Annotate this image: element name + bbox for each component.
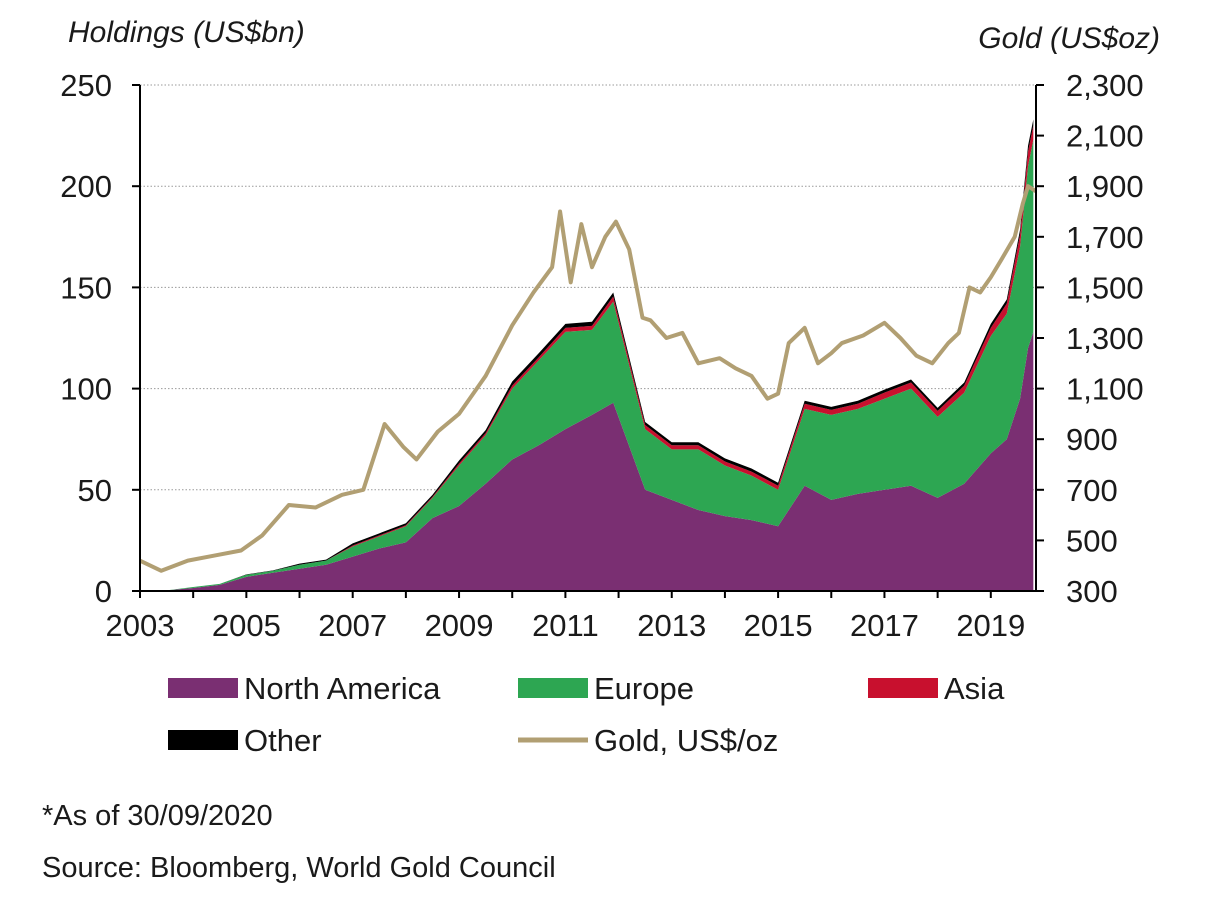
x-tick-label: 2009 xyxy=(425,608,494,643)
area-north-america xyxy=(140,331,1034,591)
gold-price-line xyxy=(139,184,1038,573)
right-tick-label: 1,500 xyxy=(1066,270,1144,305)
legend-label: North America xyxy=(244,671,441,706)
right-tick-label: 700 xyxy=(1066,473,1118,508)
x-tick-label: 2013 xyxy=(637,608,706,643)
left-tick-label: 200 xyxy=(60,169,112,204)
right-tick-label: 2,300 xyxy=(1066,68,1144,103)
legend-item: Gold, US$/oz xyxy=(518,723,778,758)
right-tick-label: 2,100 xyxy=(1066,119,1144,154)
legend-swatch xyxy=(168,730,238,750)
left-tick-label: 0 xyxy=(95,574,112,609)
legend-label: Asia xyxy=(944,671,1005,706)
x-tick-label: 2003 xyxy=(106,608,175,643)
left-tick-label: 50 xyxy=(78,473,112,508)
legend-swatch xyxy=(168,678,238,698)
legend-swatch xyxy=(868,678,938,698)
right-tick-label: 500 xyxy=(1066,523,1118,558)
legend-label: Other xyxy=(244,723,322,758)
legend-label: Europe xyxy=(594,671,694,706)
left-tick-label: 100 xyxy=(60,372,112,407)
legend-label: Gold, US$/oz xyxy=(594,723,778,758)
legend-item: Other xyxy=(168,723,322,758)
right-tick-label: 1,900 xyxy=(1066,169,1144,204)
legend-item: Asia xyxy=(868,671,1005,706)
area-europe xyxy=(140,139,1034,591)
x-tick-label: 2019 xyxy=(956,608,1025,643)
gold-price-line-group xyxy=(139,184,1038,573)
legend-item: North America xyxy=(168,671,441,706)
source-note: Source: Bloomberg, World Gold Council xyxy=(42,852,556,884)
right-axis-title: Gold (US$oz) xyxy=(978,22,1160,55)
asof-note: *As of 30/09/2020 xyxy=(42,800,273,832)
right-tick-label: 900 xyxy=(1066,422,1118,457)
legend: North America Europe Asia Other Gold, US$/oz xyxy=(168,671,1005,758)
left-tick-label: 250 xyxy=(60,68,112,103)
x-tick-label: 2005 xyxy=(212,608,281,643)
left-axis-title: Holdings (US$bn) xyxy=(68,16,305,49)
stacked-areas xyxy=(140,119,1034,592)
legend-swatch xyxy=(518,678,588,698)
left-tick-label: 150 xyxy=(60,270,112,305)
x-tick-label: 2007 xyxy=(318,608,387,643)
axes: 0 50 100 150 200 250 300 500 700 900 1,100 1,300 1,5… xyxy=(60,68,1143,643)
x-tick-label: 2017 xyxy=(850,608,919,643)
right-tick-label: 1,100 xyxy=(1066,372,1144,407)
x-tick-label: 2015 xyxy=(744,608,813,643)
legend-item: Europe xyxy=(518,671,694,706)
right-tick-label: 300 xyxy=(1066,574,1118,609)
right-tick-label: 1,300 xyxy=(1066,321,1144,356)
right-tick-label: 1,700 xyxy=(1066,220,1144,255)
x-tick-label: 2011 xyxy=(532,608,599,643)
